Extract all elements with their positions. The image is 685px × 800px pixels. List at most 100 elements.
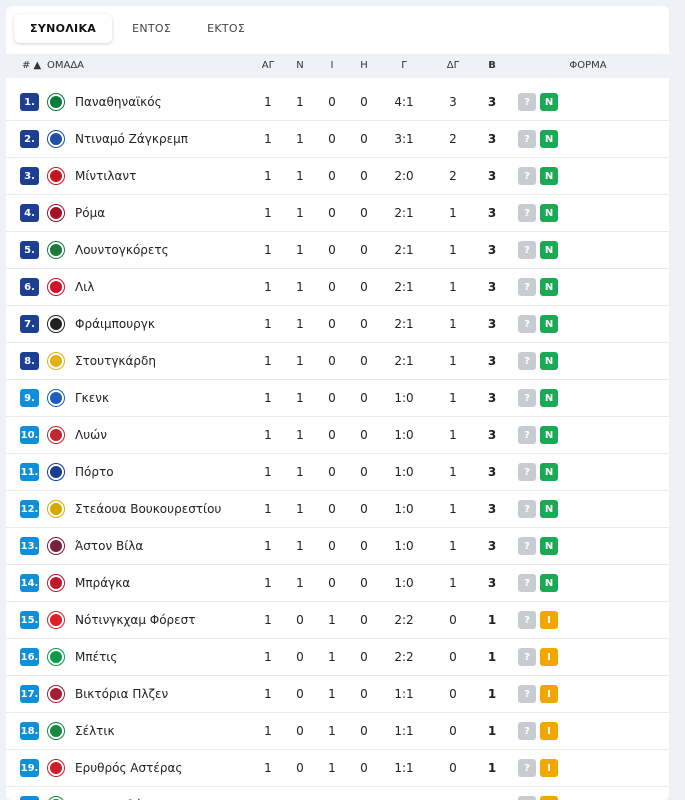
form-result-badge[interactable]: N: [540, 167, 558, 185]
tab-home[interactable]: ΕΝΤΟΣ: [132, 21, 172, 35]
team-name-link[interactable]: Άστον Βίλα: [75, 539, 144, 553]
goal-diff-cell: 1: [449, 280, 457, 294]
form-result-badge[interactable]: N: [540, 241, 558, 259]
table-row[interactable]: 16. Μπέτις 1 0 1 0 2:2 0 1? I: [6, 639, 669, 676]
table-row[interactable]: 18. Σέλτικ 1 0 1 0 1:1 0 1? I: [6, 713, 669, 750]
next-match-badge[interactable]: ?: [518, 796, 536, 800]
form-result-badge[interactable]: N: [540, 130, 558, 148]
table-row[interactable]: 20.Φερεντσβάρος10101:101?I: [6, 787, 669, 800]
table-row[interactable]: 11. Πόρτο 1 1 0 0 1:0 1 3? N: [6, 454, 669, 491]
team-name-link[interactable]: Γκενκ: [75, 391, 110, 405]
rank-badge: 1.: [20, 93, 39, 111]
next-match-badge[interactable]: ?: [518, 315, 536, 333]
next-match-badge[interactable]: ?: [518, 685, 536, 703]
table-row[interactable]: 15. Νότινγκχαμ Φόρεστ 1 0 1 0 2:2 0 1? I: [6, 602, 669, 639]
team-name-link[interactable]: Μίντιλαντ: [75, 169, 137, 183]
form-result-badge[interactable]: N: [540, 315, 558, 333]
form-result-badge[interactable]: I: [540, 611, 558, 629]
form-result-badge[interactable]: N: [540, 463, 558, 481]
team-name-link[interactable]: Λιλ: [75, 280, 95, 294]
table-row[interactable]: 8. Στουτγκάρδη 1 1 0 0 2:1 1 3? N: [6, 343, 669, 380]
form-result-badge[interactable]: N: [540, 204, 558, 222]
form-result-badge[interactable]: N: [540, 278, 558, 296]
form-result-badge[interactable]: N: [540, 537, 558, 555]
next-match-badge[interactable]: ?: [518, 722, 536, 740]
team-name-link[interactable]: Λυών: [75, 428, 107, 442]
team-name-link[interactable]: Νότινγκχαμ Φόρεστ: [75, 613, 196, 627]
table-row[interactable]: 17. Βικτόρια Πλζεν 1 0 1 0 1:1 0 1? I: [6, 676, 669, 713]
form-result-badge[interactable]: I: [540, 796, 558, 800]
form-result-badge[interactable]: N: [540, 574, 558, 592]
team-name-link[interactable]: Στεάουα Βουκουρεστίου: [75, 502, 222, 516]
table-row[interactable]: 1. Παναθηναϊκός 1 1 0 0 4:1 3 3? N: [6, 84, 669, 121]
team-name-link[interactable]: Ρόμα: [75, 206, 106, 220]
next-match-badge[interactable]: ?: [518, 537, 536, 555]
team-name-link[interactable]: Παναθηναϊκός: [75, 95, 162, 109]
form-result-badge[interactable]: I: [540, 759, 558, 777]
goals-cell: 2:1: [394, 317, 414, 331]
goals-cell: 1:0: [394, 576, 414, 590]
points-cell: 3: [487, 132, 497, 146]
table-row[interactable]: 2. Ντιναμό Ζάγκρεμπ 1 1 0 0 3:1 2 3? N: [6, 121, 669, 158]
rank-header-sort[interactable]: # ▲: [22, 60, 42, 71]
table-row[interactable]: 13. Άστον Βίλα 1 1 0 0 1:0 1 3? N: [6, 528, 669, 565]
goal-diff-cell: 1: [449, 317, 457, 331]
team-name-link[interactable]: Φερεντσβάρος: [75, 798, 164, 800]
table-row[interactable]: 5. Λουντογκόρετς 1 1 0 0 2:1 1 3? N: [6, 232, 669, 269]
form-result-badge[interactable]: I: [540, 685, 558, 703]
table-row[interactable]: 7. Φράιμπουργκ 1 1 0 0 2:1 1 3? N: [6, 306, 669, 343]
table-row[interactable]: 19. Ερυθρός Αστέρας 1 0 1 0 1:1 0 1? I: [6, 750, 669, 787]
form-result-badge[interactable]: I: [540, 648, 558, 666]
next-match-badge[interactable]: ?: [518, 93, 536, 111]
team-name-link[interactable]: Μπέτις: [75, 650, 118, 664]
next-match-badge[interactable]: ?: [518, 278, 536, 296]
table-row[interactable]: 12. Στεάουα Βουκουρεστίου 1 1 0 0 1:0 1 3? N: [6, 491, 669, 528]
form-result-badge[interactable]: N: [540, 500, 558, 518]
lost-cell: 0: [360, 280, 368, 294]
next-match-badge[interactable]: ?: [518, 241, 536, 259]
next-match-badge[interactable]: ?: [518, 389, 536, 407]
table-row[interactable]: 3. Μίντιλαντ 1 1 0 0 2:0 2 3? N: [6, 158, 669, 195]
table-row[interactable]: 9. Γκενκ 1 1 0 0 1:0 1 3? N: [6, 380, 669, 417]
form-result-badge[interactable]: N: [540, 93, 558, 111]
next-match-badge[interactable]: ?: [518, 463, 536, 481]
next-match-badge[interactable]: ?: [518, 426, 536, 444]
table-row[interactable]: 10. Λυών 1 1 0 0 1:0 1 3? N: [6, 417, 669, 454]
rank-badge: 5.: [20, 241, 39, 259]
table-row[interactable]: 4. Ρόμα 1 1 0 0 2:1 1 3? N: [6, 195, 669, 232]
next-match-badge[interactable]: ?: [518, 167, 536, 185]
drawn-cell: 1: [328, 724, 336, 738]
form-result-badge[interactable]: I: [540, 722, 558, 740]
form-result-badge[interactable]: N: [540, 352, 558, 370]
form-badges: ?I: [518, 685, 558, 703]
tab-overall[interactable]: ΣΥΝΟΛΙΚΑ: [14, 13, 113, 43]
played-cell: 1: [264, 613, 272, 627]
next-match-badge[interactable]: ?: [518, 648, 536, 666]
form-badges: ? N: [518, 130, 558, 148]
form-result-badge[interactable]: N: [540, 389, 558, 407]
table-row[interactable]: 6. Λιλ 1 1 0 0 2:1 1 3? N: [6, 269, 669, 306]
team-name-link[interactable]: Ερυθρός Αστέρας: [75, 761, 183, 775]
next-match-badge[interactable]: ?: [518, 759, 536, 777]
drawn-cell: 0: [328, 465, 336, 479]
team-name-link[interactable]: Μπράγκα: [75, 576, 131, 590]
tab-away[interactable]: ΕΚΤΟΣ: [207, 21, 246, 35]
next-match-badge[interactable]: ?: [518, 204, 536, 222]
table-row[interactable]: 14. Μπράγκα 1 1 0 0 1:0 1 3? N: [6, 565, 669, 602]
team-name-link[interactable]: Φράιμπουργκ: [75, 317, 155, 331]
next-match-badge[interactable]: ?: [518, 352, 536, 370]
next-match-badge[interactable]: ?: [518, 130, 536, 148]
team-name-link[interactable]: Ντιναμό Ζάγκρεμπ: [75, 132, 188, 146]
team-name-link[interactable]: Βικτόρια Πλζεν: [75, 687, 169, 701]
next-match-badge[interactable]: ?: [518, 500, 536, 518]
form-result-badge[interactable]: N: [540, 426, 558, 444]
lost-cell: 0: [360, 169, 368, 183]
team-name-link[interactable]: Πόρτο: [75, 465, 114, 479]
team-name-link[interactable]: Στουτγκάρδη: [75, 354, 156, 368]
lost-cell: 0: [360, 465, 368, 479]
next-match-badge[interactable]: ?: [518, 574, 536, 592]
next-match-badge[interactable]: ?: [518, 611, 536, 629]
team-name-link[interactable]: Λουντογκόρετς: [75, 243, 169, 257]
team-name-link[interactable]: Σέλτικ: [75, 724, 115, 738]
goal-diff-cell: 1: [449, 243, 457, 257]
